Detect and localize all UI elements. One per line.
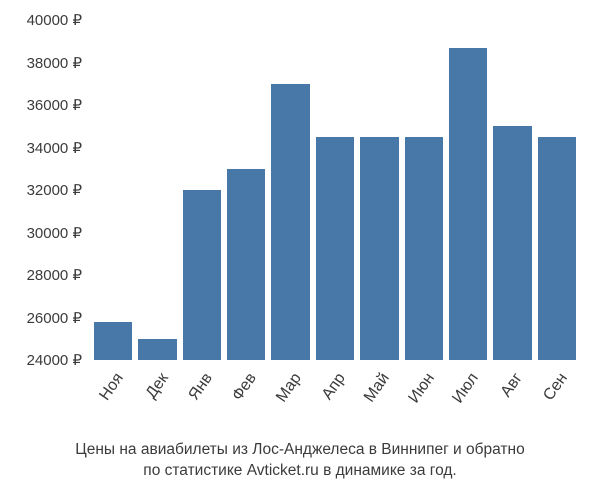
x-axis: Ноя Дек Янв Фев Мар Апр Май Июн Июл Авг Сен — [90, 364, 580, 434]
price-chart: 24000 ₽ 26000 ₽ 28000 ₽ 30000 ₽ 32000 ₽ 34000… — [0, 0, 600, 500]
plot-area — [90, 20, 580, 360]
x-tick-label: Июн — [405, 370, 438, 407]
x-tick-label: Янв — [185, 370, 216, 404]
x-tick-label: Июл — [449, 370, 482, 407]
bar — [316, 137, 354, 360]
bar — [360, 137, 398, 360]
x-tick: Май — [360, 364, 398, 434]
x-tick: Июл — [449, 364, 487, 434]
x-tick: Янв — [183, 364, 221, 434]
y-tick-label: 36000 ₽ — [0, 96, 82, 114]
bar — [94, 322, 132, 360]
x-tick: Авг — [493, 364, 531, 434]
chart-caption: Цены на авиабилеты из Лос-Анджелеса в Ви… — [0, 440, 600, 482]
bar — [449, 48, 487, 360]
x-tick: Сен — [538, 364, 576, 434]
y-tick-label: 34000 ₽ — [0, 139, 82, 157]
x-tick-label: Авг — [498, 370, 527, 401]
y-tick-label: 32000 ₽ — [0, 181, 82, 199]
x-tick-label: Май — [361, 370, 394, 406]
y-tick-label: 30000 ₽ — [0, 224, 82, 242]
caption-line-2: по статистике Avticket.ru в динамике за … — [0, 461, 600, 482]
x-tick-label: Сен — [540, 370, 572, 404]
y-tick-label: 40000 ₽ — [0, 11, 82, 29]
bar — [138, 339, 176, 360]
x-tick: Апр — [316, 364, 354, 434]
x-tick-label: Ноя — [96, 370, 127, 404]
x-tick: Июн — [405, 364, 443, 434]
bars-container — [90, 20, 580, 360]
x-tick: Дек — [138, 364, 176, 434]
bar — [405, 137, 443, 360]
bar — [538, 137, 576, 360]
x-tick-label: Дек — [142, 370, 172, 402]
x-tick: Ноя — [94, 364, 132, 434]
x-tick: Мар — [271, 364, 309, 434]
bar — [493, 126, 531, 360]
bar — [183, 190, 221, 360]
caption-line-1: Цены на авиабилеты из Лос-Анджелеса в Ви… — [0, 440, 600, 461]
y-tick-label: 26000 ₽ — [0, 309, 82, 327]
y-tick-label: 38000 ₽ — [0, 54, 82, 72]
x-tick: Фев — [227, 364, 265, 434]
bar — [227, 169, 265, 360]
x-tick-label: Фев — [229, 370, 261, 405]
x-tick-label: Мар — [273, 370, 306, 406]
y-tick-label: 24000 ₽ — [0, 351, 82, 369]
x-tick-label: Апр — [319, 370, 350, 403]
y-tick-label: 28000 ₽ — [0, 266, 82, 284]
bar — [271, 84, 309, 360]
